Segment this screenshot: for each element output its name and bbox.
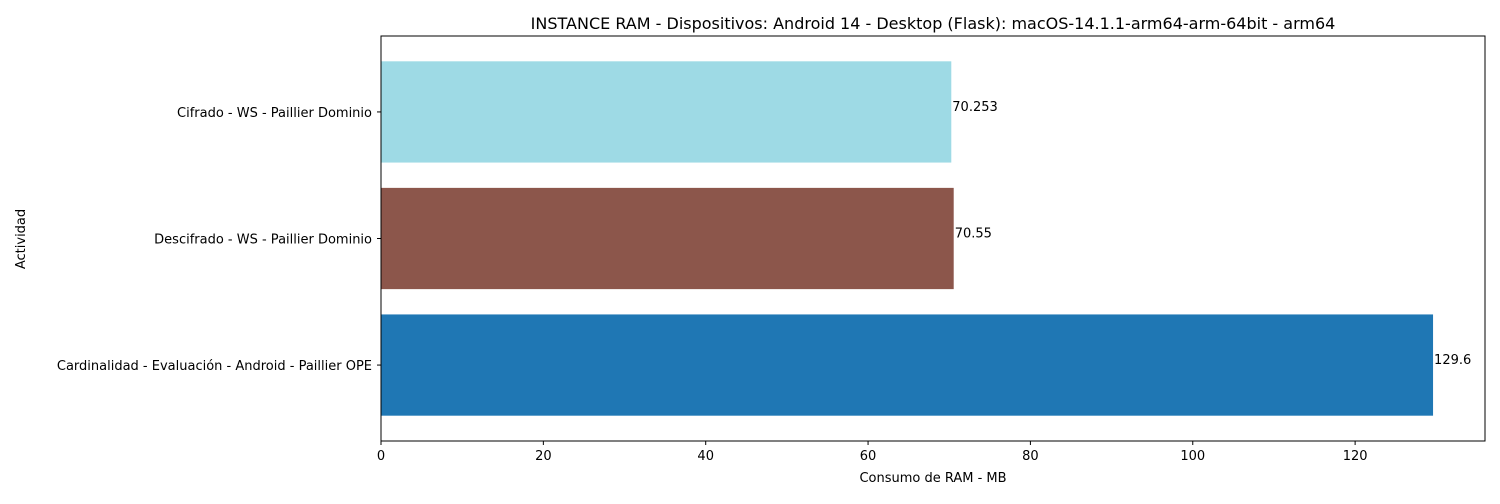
chart-title: INSTANCE RAM - Dispositivos: Android 14 … — [531, 14, 1336, 33]
y-tick-label-3: Cifrado - WS - Paillier Dominio — [177, 106, 372, 121]
x-tick-label-7: 120 — [1343, 449, 1368, 464]
x-tick-label-5: 80 — [1022, 449, 1039, 464]
x-tick-label-6: 100 — [1180, 449, 1205, 464]
bar-value-label-1: 129.6 — [1434, 353, 1471, 368]
bar-2 — [381, 187, 954, 290]
x-tick-label-4: 60 — [860, 449, 877, 464]
bar-value-label-3: 70.253 — [952, 100, 998, 115]
bars-group — [381, 61, 1434, 416]
value-labels-group: 129.6 70.55 70.253 — [952, 100, 1471, 368]
y-axis-ticks: Cardinalidad - Evaluación - Android - Pa… — [57, 106, 381, 374]
y-tick-label-2: Descifrado - WS - Paillier Dominio — [154, 233, 372, 248]
bar-3 — [381, 61, 952, 163]
y-axis-label: Actividad — [14, 209, 29, 269]
x-axis-label: Consumo de RAM - MB — [859, 471, 1006, 486]
x-tick-label-3: 40 — [697, 449, 714, 464]
bar-value-label-2: 70.55 — [955, 227, 992, 242]
x-axis-ticks: 0 20 40 60 80 100 120 — [377, 441, 1368, 464]
y-tick-label-1: Cardinalidad - Evaluación - Android - Pa… — [57, 359, 372, 374]
plot-area-frame — [380, 35, 1486, 442]
bar-1 — [381, 314, 1434, 416]
x-tick-label-2: 20 — [535, 449, 552, 464]
x-tick-label-1: 0 — [377, 449, 385, 464]
